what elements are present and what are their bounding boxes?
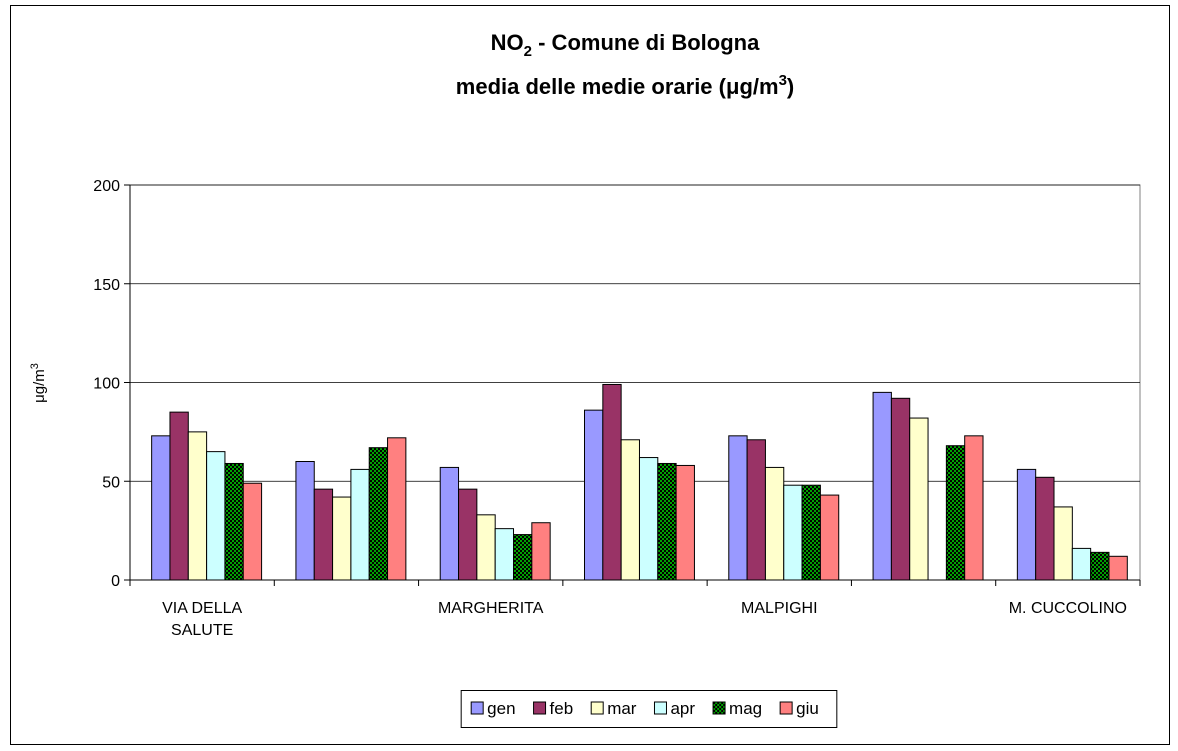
bar (332, 496, 352, 581)
legend: gen feb mar apr mag giu (460, 690, 838, 728)
bar (764, 466, 785, 581)
bar (476, 514, 496, 581)
bar (439, 466, 460, 581)
legend-swatch (470, 701, 484, 715)
title-text: - Comune di Bologna (532, 30, 760, 55)
subtitle-text: media delle medie orarie (μg/m (456, 74, 779, 99)
bar (169, 411, 189, 581)
bar (295, 461, 315, 581)
bar (151, 435, 171, 581)
bar (1090, 551, 1110, 581)
x-tick-label: VIA DELLA SALUTE (162, 600, 243, 639)
title-text: NO (491, 30, 524, 55)
legend-box (460, 690, 838, 728)
bar (945, 445, 966, 581)
bar (909, 417, 929, 581)
legend-swatch (653, 701, 667, 715)
bar (819, 494, 840, 581)
bar (620, 439, 640, 581)
chart-frame (10, 5, 1170, 745)
bar (387, 437, 407, 581)
legend-swatch (590, 701, 604, 715)
bar (872, 391, 892, 581)
legend-swatch (533, 701, 547, 715)
bar (206, 451, 226, 581)
bar (801, 484, 821, 581)
bar (350, 468, 370, 581)
bar (1053, 506, 1073, 581)
bar (602, 383, 622, 581)
bar (458, 488, 478, 581)
bar (368, 447, 389, 581)
legend-label: mag (729, 699, 762, 718)
bar (187, 431, 208, 581)
legend-label: gen (487, 699, 515, 718)
bar (638, 457, 659, 581)
x-tick-label: M. CUCCOLINO (1008, 600, 1127, 617)
bar (1016, 468, 1037, 581)
title-sub: 2 (524, 43, 532, 60)
legend-label: feb (550, 699, 574, 718)
bar (728, 435, 748, 581)
legend-swatch (779, 701, 793, 715)
y-tick-label: 50 (102, 474, 120, 491)
y-label-text: μg/m (31, 369, 48, 403)
y-tick-label: 100 (93, 376, 120, 393)
legend-label: giu (796, 699, 819, 718)
y-tick-label: 200 (93, 178, 120, 195)
bar (242, 482, 263, 581)
bar (531, 522, 551, 581)
bar (675, 464, 695, 581)
bar (494, 528, 515, 581)
subtitle-text: ) (787, 74, 794, 99)
bar (1108, 555, 1128, 581)
bar (313, 488, 334, 581)
y-axis-label: μg/m3 (29, 363, 48, 403)
bar (1035, 476, 1055, 581)
bar (1071, 547, 1092, 581)
bar (513, 534, 533, 581)
chart-subtitle: media delle medie orarie (μg/m3) (456, 72, 794, 99)
bar (783, 484, 803, 581)
x-tick-label: MALPIGHI (741, 600, 818, 617)
legend-swatch (712, 701, 726, 715)
x-tick-label: MARGHERITA (437, 600, 544, 617)
chart-title: NO2 - Comune di Bologna (491, 30, 760, 60)
y-tick-label: 0 (111, 573, 120, 590)
bar (746, 439, 766, 581)
bar (657, 462, 677, 581)
y-tick-label: 150 (93, 277, 120, 294)
y-label-sup: 3 (29, 363, 41, 369)
bar (964, 435, 984, 581)
legend-label: mar (607, 699, 637, 718)
legend-label: apr (670, 699, 695, 718)
bar (224, 462, 244, 581)
subtitle-sup: 3 (779, 72, 787, 89)
bar (890, 397, 911, 581)
bar (584, 409, 604, 581)
